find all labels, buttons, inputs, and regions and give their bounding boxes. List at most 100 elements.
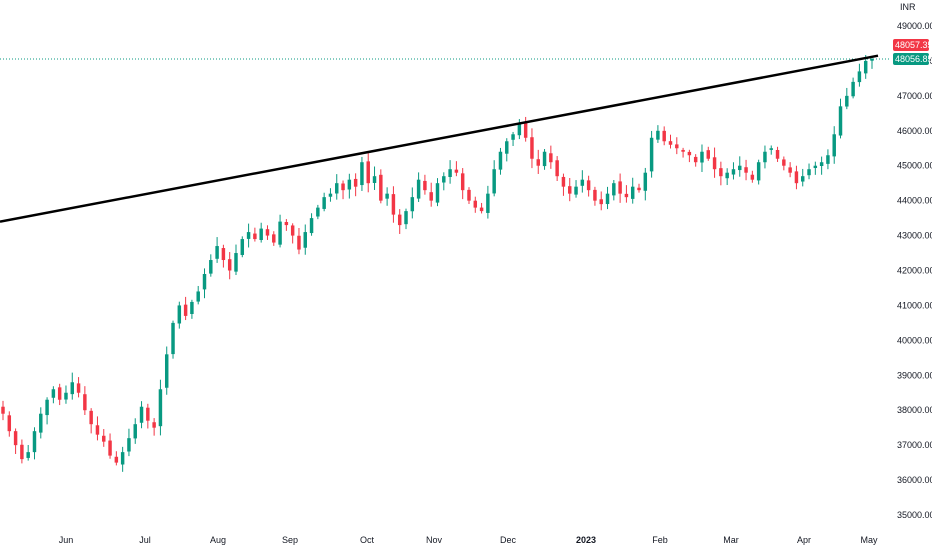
candle-body bbox=[819, 162, 824, 167]
candle-body bbox=[76, 383, 81, 393]
candle-body bbox=[284, 222, 289, 226]
candle-body bbox=[467, 189, 471, 201]
candle-body bbox=[662, 130, 666, 142]
candle-body bbox=[347, 179, 352, 190]
candle-body bbox=[530, 137, 534, 159]
candle-body bbox=[832, 134, 836, 157]
candle-body bbox=[246, 232, 251, 239]
candle-body bbox=[744, 167, 748, 173]
candle-body bbox=[593, 189, 597, 201]
candle-body bbox=[190, 301, 194, 314]
candle-body bbox=[756, 162, 761, 181]
candle-body bbox=[397, 214, 402, 226]
candle-body bbox=[794, 171, 799, 184]
candle-body bbox=[202, 273, 207, 290]
candle-body bbox=[555, 160, 559, 177]
x-tick-label: Oct bbox=[360, 535, 375, 545]
candle-body bbox=[45, 399, 49, 416]
candle-body bbox=[857, 71, 862, 83]
candle-body bbox=[668, 141, 673, 145]
candle-body bbox=[624, 193, 629, 198]
price-tag-label: 48056.85 bbox=[895, 54, 932, 64]
candle-body bbox=[473, 200, 478, 208]
candle-body bbox=[120, 452, 125, 465]
candle-body bbox=[234, 253, 238, 272]
candle-body bbox=[290, 225, 295, 236]
x-axis[interactable]: Jun Jul Aug Sep Oct Nov Dec 2023 Feb Mar Apr May bbox=[59, 535, 878, 545]
candle-body bbox=[303, 232, 307, 248]
candle-body bbox=[209, 260, 213, 274]
trendline[interactable] bbox=[0, 54, 879, 223]
candle-body bbox=[731, 169, 736, 175]
candle-body bbox=[158, 389, 163, 427]
candle-body bbox=[788, 167, 792, 173]
currency-label: INR bbox=[900, 2, 916, 12]
candle-body bbox=[32, 431, 37, 453]
y-tick-label: 45000.00 bbox=[897, 161, 932, 171]
candle-body bbox=[108, 440, 112, 456]
candle-body bbox=[719, 168, 723, 177]
candle-series bbox=[1, 55, 874, 472]
x-tick-label: Feb bbox=[652, 535, 668, 545]
candle-body bbox=[442, 176, 446, 183]
candle-body bbox=[637, 187, 641, 191]
candle-body bbox=[410, 197, 415, 212]
candle-body bbox=[341, 183, 345, 191]
candle-body bbox=[700, 151, 704, 163]
candle-body bbox=[838, 106, 843, 136]
candle-body bbox=[763, 151, 767, 163]
candle-body bbox=[133, 424, 137, 439]
candle-body bbox=[7, 415, 12, 432]
y-axis[interactable]: 49000.0048000.0047000.0046000.0045000.00… bbox=[897, 21, 932, 520]
candle-body bbox=[215, 246, 219, 259]
price-tag-label: 48057.35 bbox=[895, 40, 932, 50]
candle-body bbox=[26, 452, 30, 458]
x-tick-label: Jun bbox=[59, 535, 74, 545]
candle-body bbox=[240, 239, 245, 255]
candle-body bbox=[675, 144, 679, 149]
candle-body bbox=[253, 233, 257, 240]
candle-body bbox=[486, 193, 490, 213]
candle-body bbox=[227, 259, 232, 271]
candle-body bbox=[435, 183, 440, 203]
candle-body bbox=[517, 123, 522, 136]
candle-body bbox=[681, 149, 685, 152]
candle-body bbox=[574, 186, 578, 195]
candle-body bbox=[89, 410, 93, 425]
candle-body bbox=[492, 169, 496, 194]
candle-body bbox=[64, 392, 68, 400]
candle-body bbox=[687, 151, 692, 156]
candle-body bbox=[769, 148, 773, 150]
candle-body bbox=[801, 176, 805, 182]
candle-body bbox=[549, 153, 553, 163]
candle-body bbox=[265, 229, 270, 236]
y-tick-label: 38000.00 bbox=[897, 405, 932, 415]
candle-body bbox=[366, 161, 370, 184]
y-tick-label: 42000.00 bbox=[897, 266, 932, 276]
candle-body bbox=[221, 248, 226, 261]
candle-body bbox=[114, 456, 119, 463]
candle-body bbox=[845, 95, 849, 107]
y-tick-label: 46000.00 bbox=[897, 126, 932, 136]
candle-body bbox=[561, 176, 566, 187]
candle-body bbox=[360, 162, 364, 186]
x-tick-label: Mar bbox=[723, 535, 739, 545]
y-tick-label: 44000.00 bbox=[897, 196, 932, 206]
candle-body bbox=[826, 155, 830, 164]
candle-body bbox=[83, 394, 87, 411]
candle-body bbox=[152, 422, 156, 428]
candle-body bbox=[612, 183, 616, 196]
candle-body bbox=[649, 137, 654, 172]
candle-body bbox=[599, 199, 603, 205]
candle-body bbox=[385, 193, 389, 199]
candle-body bbox=[870, 58, 874, 61]
candle-body bbox=[164, 354, 169, 388]
y-tick-label: 36000.00 bbox=[897, 475, 932, 485]
price-tag-bg bbox=[893, 53, 929, 65]
candle-body bbox=[102, 435, 106, 442]
candle-body bbox=[479, 207, 484, 212]
candle-body bbox=[523, 122, 528, 138]
candle-body bbox=[511, 134, 515, 140]
